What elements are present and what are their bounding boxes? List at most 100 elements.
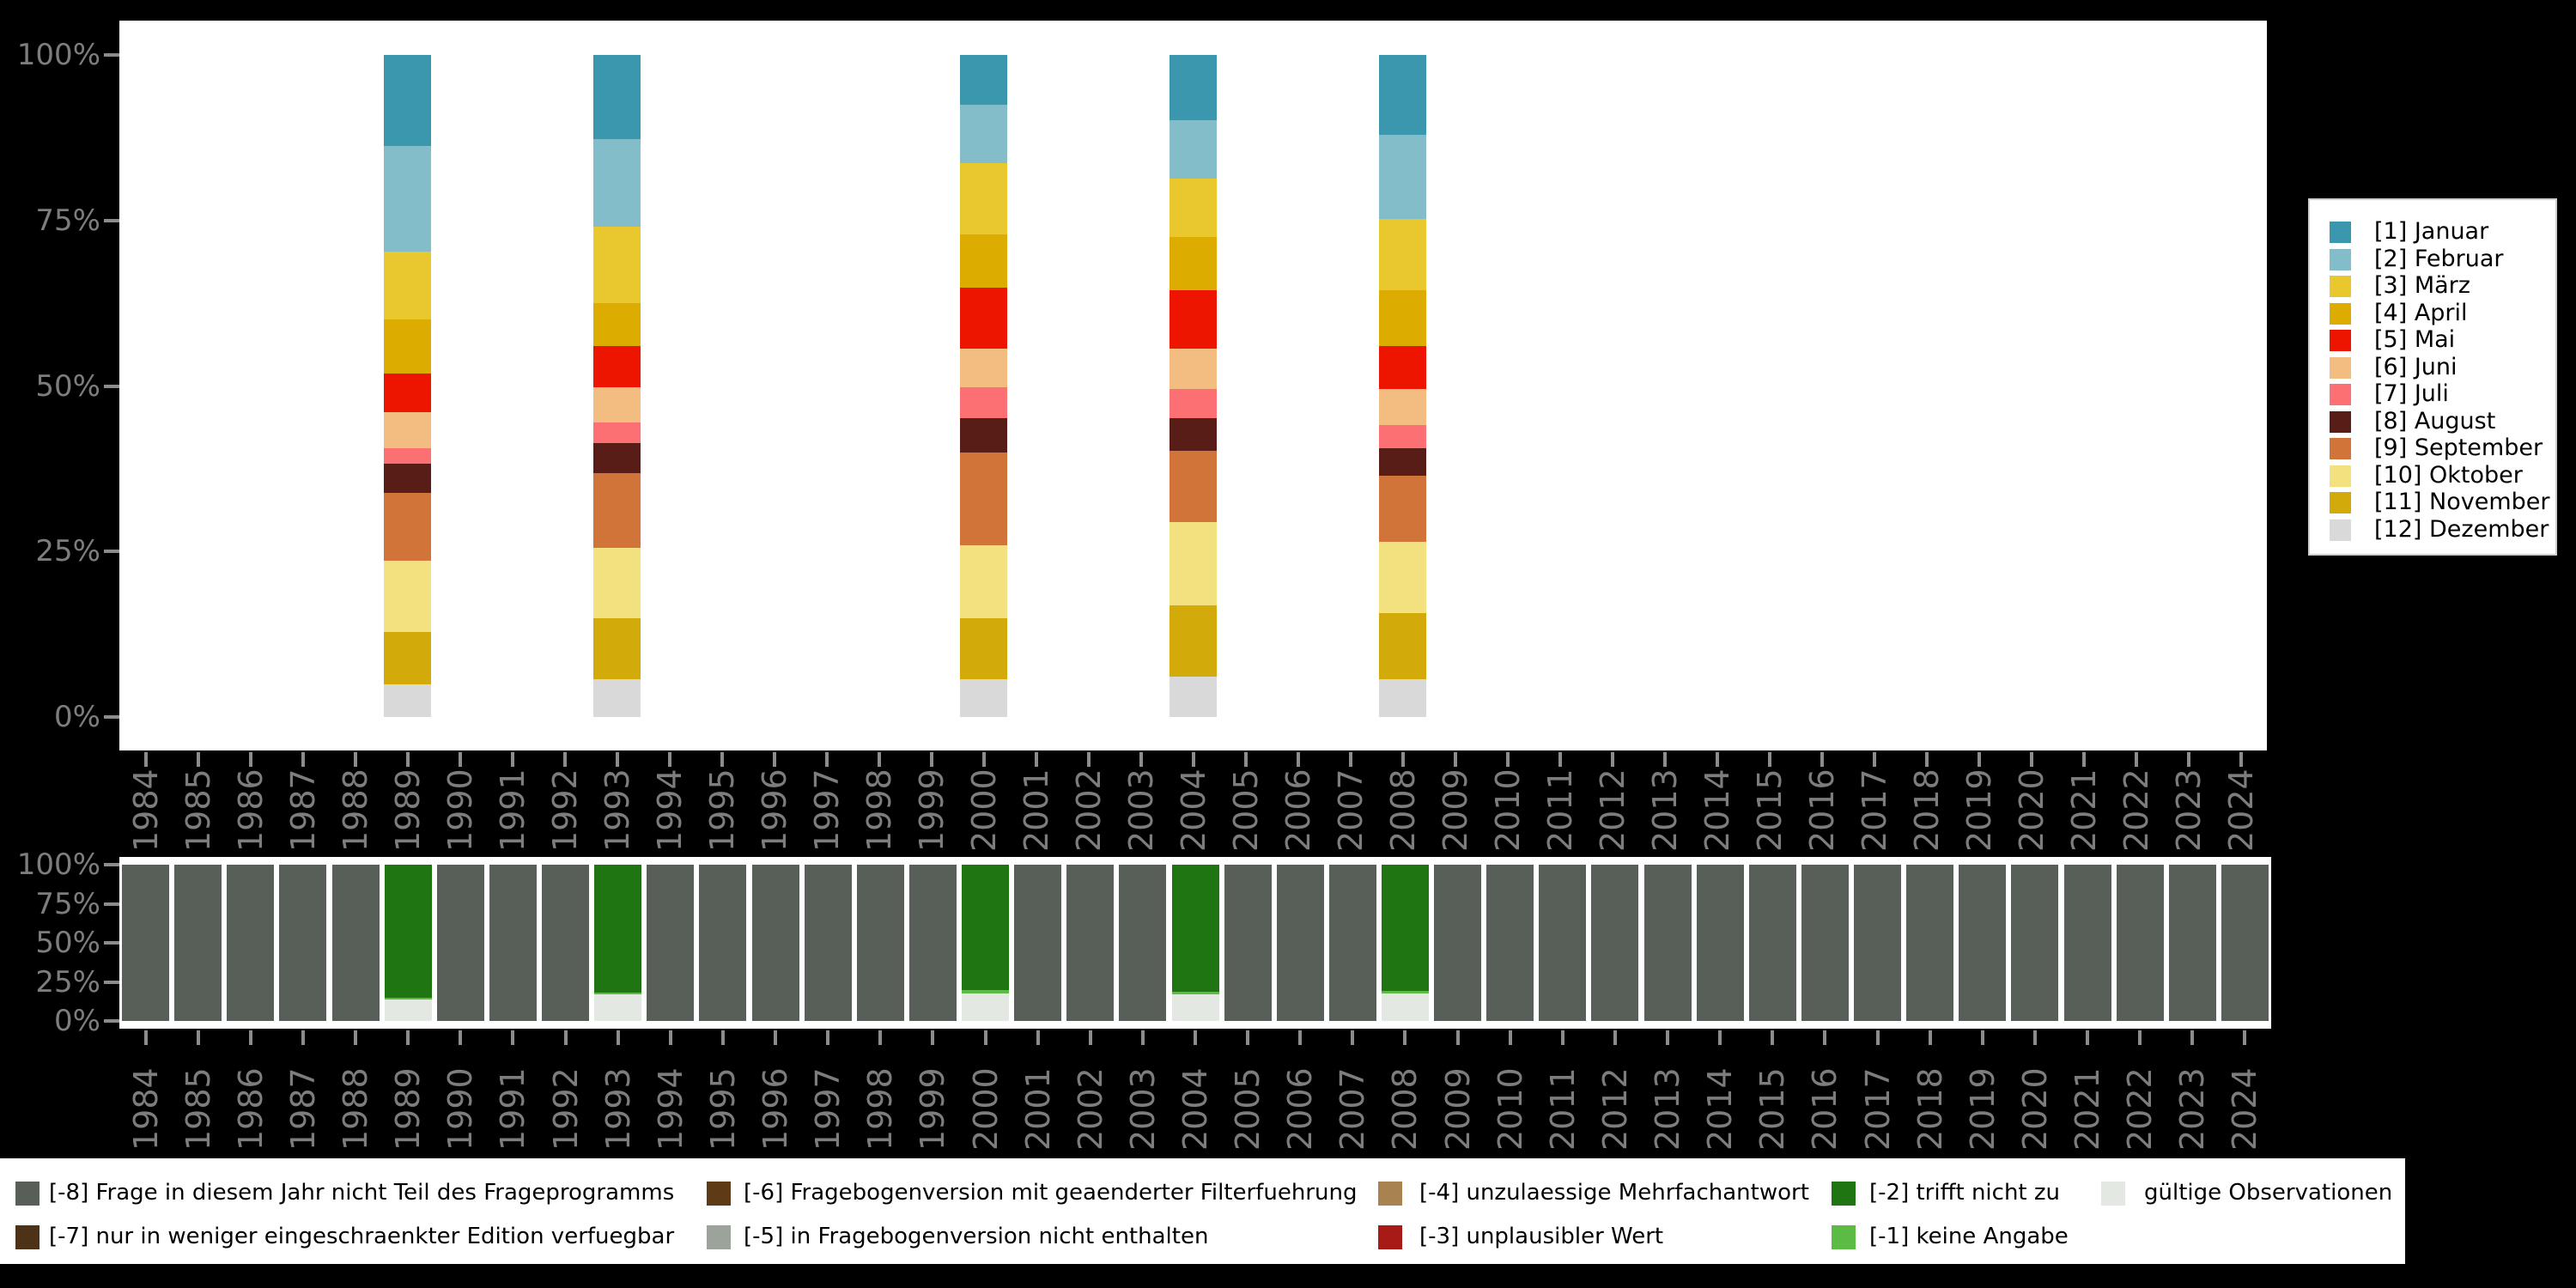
upper-bar-segment: [1379, 346, 1426, 389]
lower-x-axis-tick: [459, 1030, 463, 1045]
upper-y-axis-label: 0%: [54, 700, 100, 734]
upper-x-axis-year-label: 2006: [1279, 769, 1317, 852]
upper-x-axis-year-label: 2022: [2117, 769, 2155, 852]
upper-bar-segment: [593, 139, 641, 227]
lower-x-axis-tick: [774, 1030, 778, 1045]
lower-bar-segment: [1959, 865, 2006, 1021]
upper-x-axis-year-label: 2007: [1331, 769, 1370, 852]
lower-bar-segment: [1329, 865, 1376, 1021]
lower-bar-segment: [1434, 865, 1481, 1021]
upper-bar-segment: [1379, 219, 1426, 290]
upper-x-axis-year-label: 2024: [2221, 769, 2260, 852]
lower-x-axis-tick: [1194, 1030, 1197, 1045]
upper-x-axis-year-label: 1987: [283, 769, 322, 852]
lower-bar-segment: [1854, 865, 1901, 1021]
upper-x-axis-tick: [1191, 752, 1195, 767]
lower-bar-segment: [1066, 865, 1114, 1021]
lower-x-axis-tick: [1036, 1030, 1040, 1045]
lower-bar-segment: [1172, 865, 1219, 992]
lower-x-axis-tick: [196, 1030, 200, 1045]
lower-x-axis-tick: [616, 1030, 620, 1045]
upper-bar-segment: [1170, 349, 1217, 389]
upper-x-axis-tick: [824, 752, 829, 767]
upper-x-axis-year-label: 1998: [860, 769, 898, 852]
upper-x-axis-year-label: 2001: [1017, 769, 1055, 852]
lower-x-axis-tick: [143, 1030, 148, 1045]
month-legend-swatch: [2330, 410, 2351, 433]
lower-x-axis-year-label: 1996: [756, 1067, 795, 1151]
lower-bar-segment: [385, 999, 432, 1021]
lower-y-axis-tick: [104, 1019, 119, 1023]
lower-x-axis-tick: [1823, 1030, 1827, 1045]
upper-y-axis-tick: [104, 218, 119, 222]
upper-x-axis-year-label: 1984: [126, 769, 165, 852]
upper-x-axis-tick: [1243, 752, 1248, 767]
lower-bar-segment: [385, 998, 432, 999]
lower-x-axis-tick: [563, 1030, 568, 1045]
month-legend-swatch: [2330, 248, 2351, 270]
upper-x-axis-year-label: 1989: [388, 769, 427, 852]
upper-bar-segment: [1170, 237, 1217, 290]
lower-x-axis-tick: [931, 1030, 935, 1045]
upper-bar-segment: [1170, 522, 1217, 605]
upper-x-axis-tick: [981, 752, 986, 767]
lower-bar-segment: [594, 994, 641, 1021]
upper-bar-segment: [593, 422, 641, 443]
upper-y-axis-tick: [104, 384, 119, 388]
lower-x-axis-year-label: 2024: [2226, 1067, 2264, 1151]
upper-bar-segment: [384, 684, 431, 717]
lower-x-axis-year-label: 2011: [1543, 1067, 1582, 1151]
upper-x-axis-tick: [301, 752, 305, 767]
lower-x-axis-tick: [406, 1030, 410, 1045]
upper-bar-segment: [593, 387, 641, 422]
lower-x-axis-year-label: 2017: [1858, 1067, 1897, 1151]
upper-x-axis-tick: [458, 752, 462, 767]
upper-bar-segment: [384, 319, 431, 374]
month-legend-label: [10] Oktober: [2374, 461, 2523, 489]
lower-bar-segment: [1172, 992, 1219, 994]
missing-legend-swatch: [707, 1225, 731, 1249]
upper-bar-segment: [593, 346, 641, 387]
lower-x-axis-tick: [1928, 1030, 1932, 1045]
lower-y-axis-label: 0%: [54, 1004, 100, 1038]
upper-bar-segment: [1379, 542, 1426, 613]
lower-x-axis-tick: [1298, 1030, 1303, 1045]
upper-x-axis-year-label: 2003: [1121, 769, 1160, 852]
upper-x-axis-year-label: 2012: [1593, 769, 1631, 852]
upper-x-axis-year-label: 1986: [231, 769, 270, 852]
upper-bar-segment: [384, 374, 431, 412]
lower-bar-segment: [385, 865, 432, 998]
upper-x-axis-year-label: 2013: [1645, 769, 1684, 852]
upper-bar-segment: [1170, 120, 1217, 179]
missing-legend-label: [-1] keine Angabe: [1869, 1224, 2069, 1249]
upper-x-axis-tick: [248, 752, 252, 767]
upper-x-axis-tick: [1453, 752, 1457, 767]
upper-x-axis-year-label: 1988: [336, 769, 374, 852]
lower-x-axis-year-label: 2018: [1911, 1067, 1949, 1151]
lower-y-axis-tick: [104, 902, 119, 906]
month-legend-label: [1] Januar: [2374, 218, 2489, 245]
lower-x-axis-tick: [668, 1030, 672, 1045]
lower-x-axis-year-label: 1999: [914, 1067, 952, 1151]
upper-x-axis-tick: [1558, 752, 1562, 767]
month-legend-label: [5] Mai: [2374, 326, 2456, 353]
lower-bar-segment: [279, 865, 326, 1021]
month-legend-swatch: [2330, 519, 2351, 541]
upper-x-axis-tick: [2029, 752, 2033, 767]
upper-bar-segment: [960, 545, 1007, 618]
upper-x-axis-tick: [143, 752, 148, 767]
upper-x-axis-tick: [720, 752, 724, 767]
upper-bar-segment: [593, 618, 641, 679]
lower-x-axis-year-label: 2013: [1649, 1067, 1687, 1151]
month-legend-swatch: [2330, 330, 2351, 351]
lower-bar-segment: [857, 865, 904, 1021]
lower-bar-segment: [1277, 865, 1324, 1021]
lower-bar-segment: [1801, 865, 1849, 1021]
month-legend-label: [3] März: [2374, 272, 2470, 299]
upper-x-axis-tick: [1872, 752, 1876, 767]
lower-x-axis-tick: [2138, 1030, 2142, 1045]
missing-legend-swatch: [1378, 1182, 1402, 1206]
upper-x-axis-tick: [1086, 752, 1091, 767]
lower-bar-segment: [437, 865, 484, 1021]
